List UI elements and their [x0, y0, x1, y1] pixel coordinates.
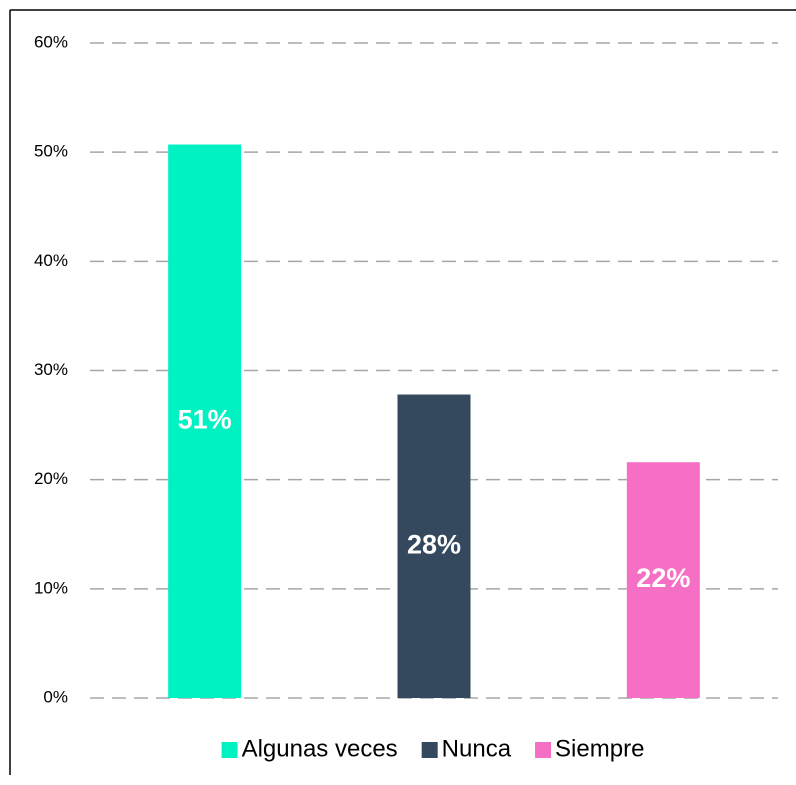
y-tick-label: 0% — [43, 687, 68, 706]
bar — [168, 144, 242, 698]
legend-label: Nunca — [442, 735, 512, 762]
y-tick-label: 50% — [34, 142, 68, 161]
y-tick-label: 30% — [34, 360, 68, 379]
value-label: 51% — [178, 404, 232, 434]
legend-swatch — [535, 742, 552, 758]
legend-swatch — [221, 742, 238, 758]
value-label: 22% — [636, 563, 690, 593]
y-tick-label: 40% — [34, 251, 68, 270]
bar — [397, 394, 471, 698]
legend-label: Algunas veces — [242, 735, 398, 762]
legend-swatch — [421, 742, 438, 758]
y-tick-label: 60% — [34, 32, 68, 51]
legend-label: Siempre — [555, 735, 644, 762]
y-tick-label: 10% — [34, 578, 68, 597]
bar — [626, 462, 700, 698]
y-tick-label: 20% — [34, 469, 68, 488]
value-label: 28% — [407, 529, 461, 559]
